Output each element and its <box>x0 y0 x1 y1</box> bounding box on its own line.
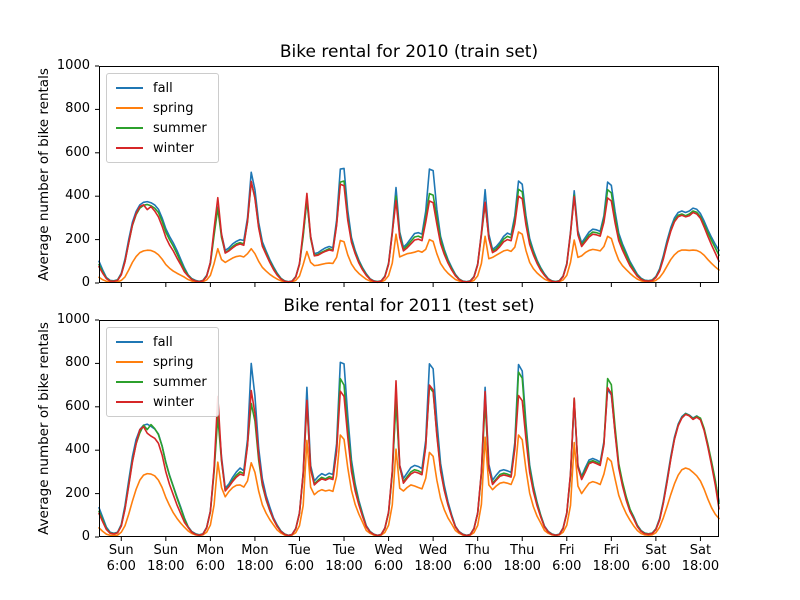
legend-label-spring: spring <box>153 354 194 370</box>
series-line-summer <box>98 180 720 283</box>
y-axis-label-2011: Average number of bike rentals <box>36 322 52 535</box>
legend-label-fall: fall <box>153 80 173 96</box>
series-line-winter <box>98 379 720 537</box>
y-tick-label: 400 <box>65 188 90 204</box>
legend-label-spring: spring <box>153 100 194 116</box>
legend-line-summer <box>116 127 143 129</box>
plot-area-2010 <box>95 65 720 287</box>
axes-spines <box>99 320 719 537</box>
legend-label-winter: winter <box>153 140 194 156</box>
legend-item-fall: fall <box>116 78 207 98</box>
legend-line-spring <box>116 107 143 109</box>
y-tick-label: 200 <box>65 231 90 247</box>
legend-item-winter: winter <box>116 392 207 412</box>
x-tick-label: Fri 6:00 <box>552 543 582 574</box>
x-tick-label: Mon 18:00 <box>236 543 274 574</box>
x-tick-label: Sun 18:00 <box>147 543 185 574</box>
legend-label-winter: winter <box>153 394 194 410</box>
legend-line-spring <box>116 361 143 363</box>
x-tick-label: Tue 18:00 <box>325 543 363 574</box>
x-tick-label: Thu 6:00 <box>463 543 493 574</box>
y-tick-label: 200 <box>65 485 90 501</box>
x-tick-label: Wed 6:00 <box>373 543 404 574</box>
y-axis-label-2010: Average number of bike rentals <box>36 68 52 281</box>
plot-area-2011 <box>95 319 720 541</box>
x-tick-label: Sat 6:00 <box>641 543 671 574</box>
chart-title-2011: Bike rental for 2011 (test set) <box>283 296 535 316</box>
series-line-fall <box>98 167 720 283</box>
legend-item-fall: fall <box>116 332 207 352</box>
chart-title-2010: Bike rental for 2010 (train set) <box>279 42 539 62</box>
legend-2011: fall spring summer winter <box>106 327 219 417</box>
y-tick-label: 0 <box>81 529 90 544</box>
y-tick-label: 600 <box>65 398 90 414</box>
legend-line-summer <box>116 381 143 383</box>
legend-line-winter <box>116 147 143 149</box>
legend-item-spring: spring <box>116 98 207 118</box>
subplot-2010-train: Bike rental for 2010 (train set) Average… <box>36 42 720 290</box>
x-tick-label: Sun 6:00 <box>106 543 136 574</box>
y-tick-label: 400 <box>65 442 90 458</box>
series-line-winter <box>98 180 720 283</box>
legend-item-summer: summer <box>116 118 207 138</box>
legend-label-summer: summer <box>153 120 207 136</box>
y-tick-label: 800 <box>65 355 90 371</box>
legend-item-winter: winter <box>116 138 207 158</box>
legend-item-spring: spring <box>116 352 207 372</box>
x-tick-label: Mon 6:00 <box>195 543 225 574</box>
legend-line-winter <box>116 401 143 403</box>
axes-spines <box>99 66 719 283</box>
subplot-2011-test: Bike rental for 2011 (test set) Average … <box>36 296 720 574</box>
legend-line-fall <box>116 341 143 343</box>
y-tick-label: 1000 <box>56 312 90 327</box>
y-tick-label: 1000 <box>56 58 90 73</box>
legend-label-fall: fall <box>153 334 173 350</box>
y-tick-label: 600 <box>65 144 90 160</box>
x-tick-label: Sat 18:00 <box>681 543 720 574</box>
x-tick-label: Tue 6:00 <box>284 543 315 574</box>
y-tick-label: 800 <box>65 101 90 117</box>
legend-2010: fall spring summer winter <box>106 73 219 163</box>
legend-item-summer: summer <box>116 372 207 392</box>
legend-line-fall <box>116 87 143 89</box>
legend-label-summer: summer <box>153 374 207 390</box>
x-tick-label: Fri 18:00 <box>592 543 631 574</box>
y-tick-label: 0 <box>81 275 90 290</box>
x-tick-label: Thu 18:00 <box>503 543 541 574</box>
x-tick-label: Wed 18:00 <box>414 543 452 574</box>
series-line-spring <box>98 434 720 537</box>
